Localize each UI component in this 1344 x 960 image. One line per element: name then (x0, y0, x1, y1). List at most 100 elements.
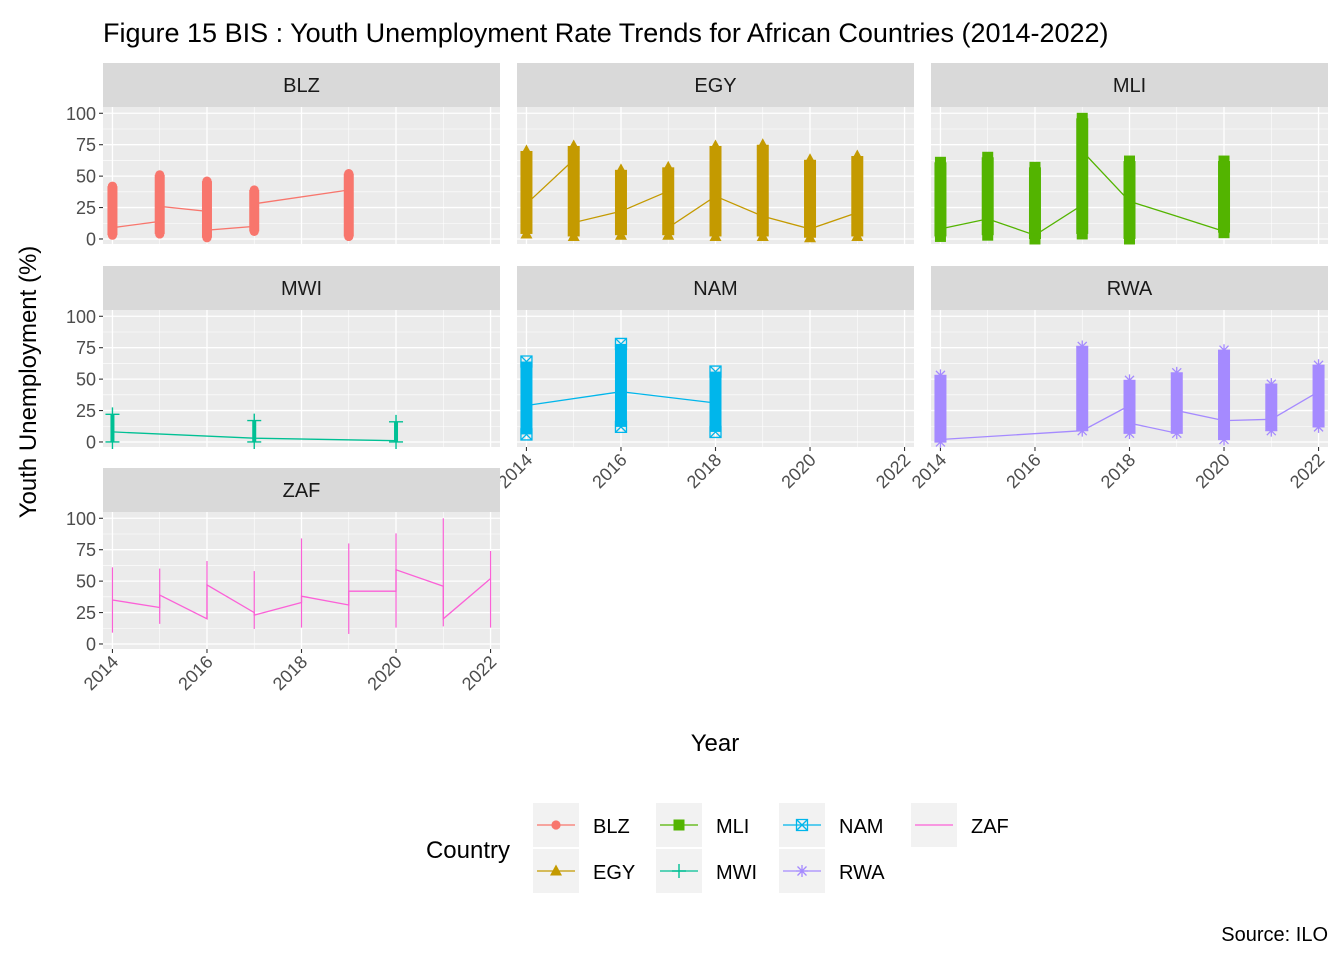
legend-title: Country (426, 837, 510, 864)
y-tick-label: 100 (66, 307, 96, 327)
legend-item-blz: BLZ (533, 803, 630, 847)
strip-mli (931, 63, 1328, 107)
data-point (709, 229, 722, 241)
strip-rwa (931, 266, 1328, 310)
legend-label: ZAF (971, 816, 1009, 838)
point-cluster (934, 375, 947, 442)
legend-item-mli: MLI (656, 803, 749, 847)
data-point (1124, 233, 1135, 245)
strip-blz (103, 63, 500, 107)
legend-label: NAM (839, 816, 883, 838)
data-point (344, 231, 354, 242)
point-cluster (1265, 384, 1278, 431)
point-cluster (343, 173, 354, 237)
point-cluster (934, 162, 947, 237)
legend-label: MLI (716, 816, 749, 838)
y-tick-label: 50 (76, 572, 96, 592)
strip-label: RWA (1107, 278, 1153, 300)
point-cluster (981, 157, 994, 236)
data-point (344, 169, 354, 179)
data-point (389, 414, 404, 429)
data-point (202, 233, 212, 243)
data-point (105, 407, 120, 422)
point-cluster (110, 414, 115, 442)
y-tick-label: 0 (86, 229, 96, 249)
series-nam (520, 337, 722, 441)
series-line (112, 431, 397, 442)
point-cluster (756, 144, 769, 237)
data-point (247, 434, 262, 449)
strip-zaf (103, 468, 500, 512)
strip-mwi (103, 266, 500, 310)
data-point (614, 163, 627, 175)
series-line (526, 158, 858, 230)
legend-item-rwa: RWA (779, 849, 885, 893)
legend-marker (796, 865, 808, 877)
data-point (520, 227, 533, 239)
legend-item-nam: NAM (779, 803, 883, 847)
legend-marker (672, 864, 686, 878)
data-point (202, 176, 212, 186)
data-point (249, 185, 259, 195)
data-point (1029, 233, 1041, 245)
data-point (247, 413, 262, 428)
series-line (940, 149, 1225, 236)
data-point (1218, 227, 1230, 239)
data-point (105, 434, 120, 449)
strip-label: BLZ (283, 75, 320, 97)
strip-label: NAM (693, 278, 737, 300)
point-cluster (1170, 372, 1183, 434)
data-point (520, 355, 533, 368)
point-cluster (154, 174, 165, 234)
data-point (1124, 155, 1135, 167)
data-point (1029, 161, 1041, 173)
point-cluster (1218, 161, 1231, 233)
gridlines (517, 310, 914, 447)
legend-item-egy: EGY (533, 849, 635, 893)
point-cluster (709, 371, 722, 432)
panel-egy: EGY (517, 63, 914, 244)
data-point (709, 139, 722, 151)
series-line (526, 391, 716, 407)
data-point (851, 149, 864, 161)
y-axis-title: Youth Unemployment (%) (15, 246, 42, 519)
data-point (107, 230, 118, 240)
y-tick-label: 50 (76, 370, 96, 390)
point-cluster (614, 343, 627, 427)
series-egy (520, 138, 864, 243)
y-tick-label: 25 (76, 603, 96, 623)
series-line (940, 391, 1319, 441)
legend-marker (550, 864, 562, 876)
data-point (614, 420, 628, 434)
series-mwi (105, 407, 404, 449)
gridlines (103, 310, 500, 447)
y-tick-label: 0 (86, 634, 96, 654)
series-line (112, 189, 349, 231)
legend-label: MWI (716, 862, 757, 884)
strip-nam (517, 266, 914, 310)
data-point (1123, 374, 1136, 387)
legend-label: RWA (839, 862, 885, 884)
point-cluster (804, 159, 817, 238)
legend-marker (795, 818, 809, 832)
point-cluster (252, 420, 257, 442)
y-tick-label: 75 (76, 135, 96, 155)
point-cluster (1123, 161, 1136, 239)
legend-marker (551, 820, 561, 830)
data-point (107, 181, 118, 191)
data-point (662, 160, 675, 172)
point-cluster (614, 169, 627, 236)
point-cluster (107, 186, 118, 236)
strip-label: EGY (694, 75, 736, 97)
strip-label: MWI (281, 278, 322, 300)
legend-label: EGY (593, 862, 635, 884)
data-point (851, 229, 864, 241)
data-point (155, 229, 165, 239)
data-point (982, 151, 994, 163)
point-cluster (1218, 350, 1231, 440)
panel-blz: BLZ 0 25 50 75 100 (66, 63, 500, 249)
panel-mwi: MWI 0 25 50 75 100 (66, 266, 500, 452)
y-tick-label: 25 (76, 198, 96, 218)
data-point (1076, 228, 1088, 240)
